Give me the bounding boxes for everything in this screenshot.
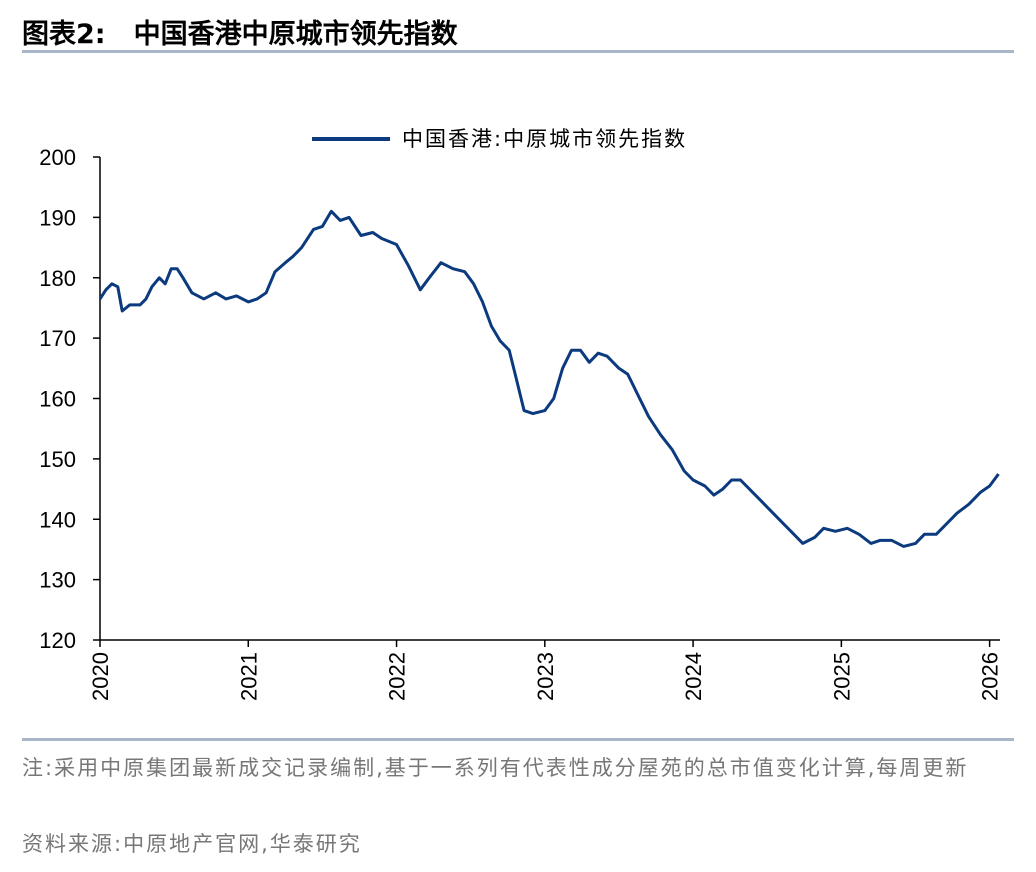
- x-tick-label: 2023: [533, 652, 558, 701]
- legend-label: 中国香港:中原城市领先指数: [402, 127, 687, 151]
- y-tick-label: 170: [39, 326, 76, 351]
- y-tick-label: 140: [39, 507, 76, 532]
- header: 图表2: 中国香港中原城市领先指数: [22, 12, 458, 51]
- y-tick-label: 150: [39, 447, 76, 472]
- y-tick-label: 190: [39, 205, 76, 230]
- x-tick-label: 2026: [978, 652, 1003, 701]
- y-tick-label: 160: [39, 387, 76, 412]
- y-tick-label: 130: [39, 568, 76, 593]
- footer-rule: [22, 738, 1014, 741]
- source: 资料来源:中原地产官网,华泰研究: [22, 832, 362, 856]
- y-tick-label: 120: [39, 628, 76, 653]
- y-tick-label: 180: [39, 266, 76, 291]
- x-tick-label: 2025: [829, 652, 854, 701]
- x-tick-label: 2024: [681, 652, 706, 701]
- chart-title: 中国香港中原城市领先指数: [133, 19, 458, 50]
- figure-label: 图表2:: [22, 19, 106, 50]
- note: 注:采用中原集团最新成交记录编制,基于一系列有代表性成分屋苑的总市值变化计算,每…: [22, 756, 969, 780]
- chart: 中国香港:中原城市领先指数 120 130 140 150 160 170 180 190 20…: [39, 127, 1003, 701]
- y-tick-label: 200: [39, 145, 76, 170]
- data-line: [98, 209, 1000, 548]
- x-tick-label: 2022: [385, 652, 410, 701]
- x-tick-label: 2021: [236, 652, 261, 701]
- header-rule: [22, 50, 1014, 53]
- x-tick-label: 2020: [88, 652, 113, 701]
